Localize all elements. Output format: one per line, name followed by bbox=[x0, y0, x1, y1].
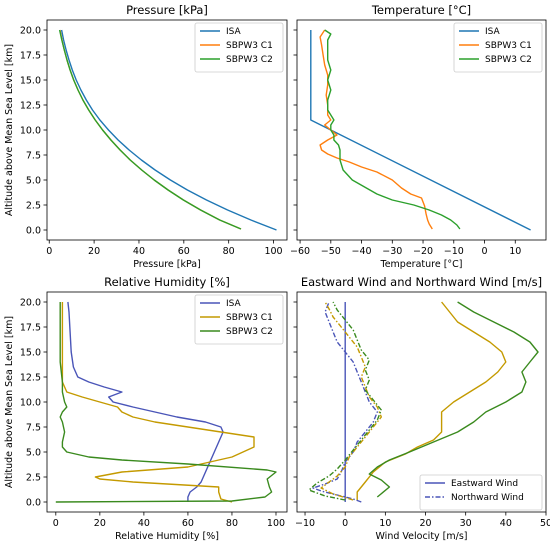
legend-label: Northward Wind bbox=[451, 493, 524, 503]
series-line-sbpw3-c1 bbox=[61, 302, 255, 503]
series-line-sbpw3-c2 bbox=[324, 29, 461, 230]
x-tick-label: 10 bbox=[379, 518, 391, 529]
y-tick-label: 20.0 bbox=[20, 297, 41, 308]
series-line-sbpw3-c2-north bbox=[308, 301, 382, 501]
x-axis-label: Temperature [°C] bbox=[380, 259, 463, 270]
y-tick-label: 10.0 bbox=[20, 125, 41, 136]
legend-label: SBPW3 C2 bbox=[485, 55, 532, 65]
x-tick-label: −10 bbox=[444, 246, 464, 257]
x-tick-label: 50 bbox=[540, 518, 550, 529]
x-tick-label: −50 bbox=[321, 246, 341, 257]
y-tick-label: 5.0 bbox=[26, 175, 41, 186]
x-axis-label: Relative Humidity [%] bbox=[115, 531, 219, 542]
x-tick-label: 30 bbox=[460, 518, 472, 529]
panel-2: −60 −50 −40 −30 −20 −10 0 10 Temperature [°C] Tem… bbox=[290, 3, 547, 270]
x-tick-label: 80 bbox=[223, 246, 235, 257]
y-axis-label: Altitude above Mean Sea Level [km] bbox=[4, 44, 15, 216]
x-tick-label: 60 bbox=[178, 246, 190, 257]
x-tick-label: −40 bbox=[352, 246, 372, 257]
x-tick-label: 0 bbox=[342, 518, 348, 529]
x-axis-label: Pressure [kPa] bbox=[133, 259, 201, 270]
y-tick-label: 0.0 bbox=[26, 497, 41, 508]
series-group bbox=[55, 301, 277, 503]
x-tick-label: −60 bbox=[290, 246, 310, 257]
series-line-sbpw3-c1 bbox=[319, 29, 433, 230]
series-group bbox=[58, 29, 277, 231]
y-tick-label: 2.5 bbox=[26, 200, 41, 211]
series-line-northward-wind bbox=[312, 301, 378, 503]
legend-label: SBPW3 C1 bbox=[485, 41, 532, 51]
legend-label: Eastward Wind bbox=[451, 479, 518, 489]
series-line-sbpw3-c2 bbox=[55, 302, 277, 503]
y-tick-label: 7.5 bbox=[26, 150, 41, 161]
x-tick-label: −10 bbox=[295, 518, 315, 529]
x-tick-label: 100 bbox=[267, 518, 285, 529]
y-tick-label: 7.5 bbox=[26, 422, 41, 433]
series-line-sbpw3-c2 bbox=[58, 29, 242, 230]
x-axis-label: Wind Velocity [m/s] bbox=[376, 531, 468, 542]
x-tick-label: 20 bbox=[88, 246, 100, 257]
y-tick-label: 0.0 bbox=[26, 225, 41, 236]
series-group bbox=[310, 29, 531, 231]
x-tick-label: 40 bbox=[138, 518, 150, 529]
panel-3: 0 20 40 60 80 100 0.0 2.5 5.0 7.5 10.0 12.5 15.0 17.5… bbox=[4, 275, 288, 542]
chart-title: Pressure [kPa] bbox=[126, 3, 208, 17]
chart-title: Relative Humidity [%] bbox=[104, 275, 230, 289]
x-tick-label: 40 bbox=[133, 246, 145, 257]
legend-label: SBPW3 C1 bbox=[226, 313, 273, 323]
x-tick-label: −20 bbox=[413, 246, 433, 257]
legend-label: ISA bbox=[226, 299, 242, 309]
series-line-sbpw3-c1-north bbox=[320, 301, 382, 501]
series-line-isa bbox=[60, 29, 277, 231]
series-line-sbpw3-c2-east bbox=[368, 301, 539, 498]
x-tick-label: 0 bbox=[53, 518, 59, 529]
panel-4: −10 0 10 20 30 40 50 Eastward Wind and Northwar… bbox=[293, 275, 550, 542]
x-tick-label: 0 bbox=[46, 246, 52, 257]
y-tick-label: 12.5 bbox=[20, 372, 41, 383]
legend-label: ISA bbox=[226, 27, 242, 37]
series-group bbox=[308, 301, 539, 503]
chart-title: Eastward Wind and Northward Wind [m/s] bbox=[301, 275, 542, 289]
legend-label: SBPW3 C1 bbox=[226, 41, 273, 51]
legend-label: ISA bbox=[485, 27, 501, 37]
series-line-isa bbox=[310, 30, 531, 231]
legend: Eastward Wind Northward Wind bbox=[419, 474, 543, 511]
y-axis-label: Altitude above Mean Sea Level [km] bbox=[4, 316, 15, 488]
panel-1: 0 20 40 60 80 100 0.0 2.5 5.0 7.5 10.0 12.5 15.0 17.5… bbox=[4, 3, 288, 270]
legend-box bbox=[419, 474, 543, 511]
x-tick-label: 80 bbox=[226, 518, 238, 529]
series-line-sbpw3-c1-east bbox=[356, 301, 507, 501]
y-tick-label: 20.0 bbox=[20, 25, 41, 36]
y-tick-label: 15.0 bbox=[20, 347, 41, 358]
x-tick-label: −30 bbox=[382, 246, 402, 257]
x-tick-label: 20 bbox=[94, 518, 106, 529]
y-tick-label: 17.5 bbox=[20, 50, 41, 61]
x-tick-label: 20 bbox=[419, 518, 431, 529]
y-tick-label: 12.5 bbox=[20, 100, 41, 111]
y-tick-label: 17.5 bbox=[20, 322, 41, 333]
y-tick-label: 5.0 bbox=[26, 447, 41, 458]
legend-label: SBPW3 C2 bbox=[226, 327, 273, 337]
y-tick-label: 10.0 bbox=[20, 397, 41, 408]
series-line-isa bbox=[67, 301, 224, 502]
x-tick-label: 40 bbox=[500, 518, 512, 529]
x-tick-label: 10 bbox=[509, 246, 521, 257]
y-tick-label: 15.0 bbox=[20, 75, 41, 86]
legend: ISA SBPW3 C1 SBPW3 C2 bbox=[453, 22, 543, 73]
x-tick-label: 0 bbox=[481, 246, 487, 257]
legend: ISA SBPW3 C1 SBPW3 C2 bbox=[194, 22, 284, 73]
x-tick-label: 60 bbox=[182, 518, 194, 529]
legend: ISA SBPW3 C1 SBPW3 C2 bbox=[194, 294, 284, 345]
legend-label: SBPW3 C2 bbox=[226, 55, 273, 65]
chart-title: Temperature [°C] bbox=[371, 3, 471, 17]
x-tick-label: 100 bbox=[264, 246, 282, 257]
y-tick-label: 2.5 bbox=[26, 472, 41, 483]
